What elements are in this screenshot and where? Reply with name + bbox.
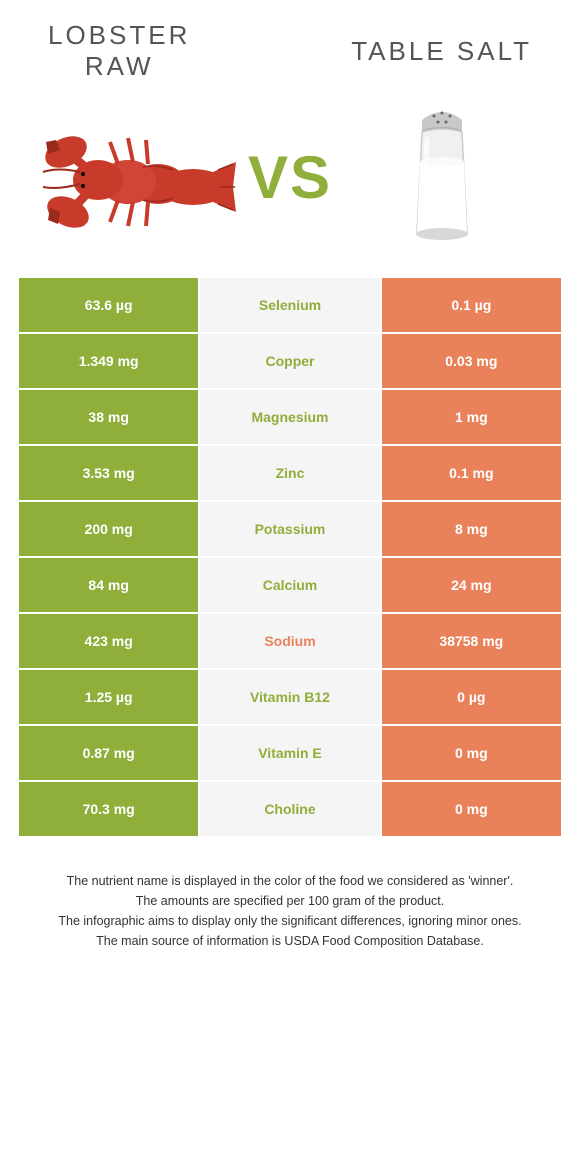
- table-row: 3.53 mgZinc0.1 mg: [18, 445, 562, 501]
- right-value-cell: 0.03 mg: [381, 333, 562, 389]
- left-food-title: LOBSTER RAW: [48, 20, 190, 82]
- header-row: LOBSTER RAW TABLE SALT: [18, 20, 562, 82]
- nutrient-name-cell: Vitamin E: [199, 725, 380, 781]
- right-value-cell: 1 mg: [381, 389, 562, 445]
- footnote-line: The amounts are specified per 100 gram o…: [28, 892, 552, 911]
- nutrient-name-cell: Zinc: [199, 445, 380, 501]
- table-row: 84 mgCalcium24 mg: [18, 557, 562, 613]
- table-row: 200 mgPotassium8 mg: [18, 501, 562, 557]
- footnotes: The nutrient name is displayed in the co…: [18, 872, 562, 950]
- lobster-icon: [38, 112, 238, 242]
- comparison-table: 63.6 µgSelenium0.1 µg1.349 mgCopper0.03 …: [18, 277, 562, 837]
- images-row: VS: [18, 92, 562, 277]
- right-value-cell: 24 mg: [381, 557, 562, 613]
- left-value-cell: 423 mg: [18, 613, 199, 669]
- salt-shaker-icon: [392, 102, 492, 252]
- table-row: 0.87 mgVitamin E0 mg: [18, 725, 562, 781]
- right-value-cell: 0.1 µg: [381, 277, 562, 333]
- nutrient-name-cell: Potassium: [199, 501, 380, 557]
- table-row: 423 mgSodium38758 mg: [18, 613, 562, 669]
- left-value-cell: 70.3 mg: [18, 781, 199, 837]
- left-value-cell: 38 mg: [18, 389, 199, 445]
- left-food-image: [38, 102, 238, 252]
- left-value-cell: 1.349 mg: [18, 333, 199, 389]
- vs-label: VS: [248, 143, 332, 212]
- nutrient-name-cell: Copper: [199, 333, 380, 389]
- right-value-cell: 8 mg: [381, 501, 562, 557]
- right-value-cell: 0 mg: [381, 725, 562, 781]
- table-row: 63.6 µgSelenium0.1 µg: [18, 277, 562, 333]
- right-food-title: TABLE SALT: [351, 36, 532, 67]
- nutrient-name-cell: Sodium: [199, 613, 380, 669]
- footnote-line: The nutrient name is displayed in the co…: [28, 872, 552, 891]
- right-value-cell: 0 mg: [381, 781, 562, 837]
- table-row: 1.349 mgCopper0.03 mg: [18, 333, 562, 389]
- nutrient-name-cell: Calcium: [199, 557, 380, 613]
- nutrient-name-cell: Choline: [199, 781, 380, 837]
- right-food-image: [342, 102, 542, 252]
- footnote-line: The infographic aims to display only the…: [28, 912, 552, 931]
- nutrient-name-cell: Vitamin B12: [199, 669, 380, 725]
- right-value-cell: 0.1 mg: [381, 445, 562, 501]
- table-row: 1.25 µgVitamin B120 µg: [18, 669, 562, 725]
- nutrient-name-cell: Magnesium: [199, 389, 380, 445]
- nutrient-name-cell: Selenium: [199, 277, 380, 333]
- footnote-line: The main source of information is USDA F…: [28, 932, 552, 951]
- left-value-cell: 200 mg: [18, 501, 199, 557]
- right-value-cell: 38758 mg: [381, 613, 562, 669]
- left-value-cell: 0.87 mg: [18, 725, 199, 781]
- left-value-cell: 3.53 mg: [18, 445, 199, 501]
- left-value-cell: 63.6 µg: [18, 277, 199, 333]
- left-value-cell: 84 mg: [18, 557, 199, 613]
- table-row: 38 mgMagnesium1 mg: [18, 389, 562, 445]
- right-value-cell: 0 µg: [381, 669, 562, 725]
- left-value-cell: 1.25 µg: [18, 669, 199, 725]
- table-row: 70.3 mgCholine0 mg: [18, 781, 562, 837]
